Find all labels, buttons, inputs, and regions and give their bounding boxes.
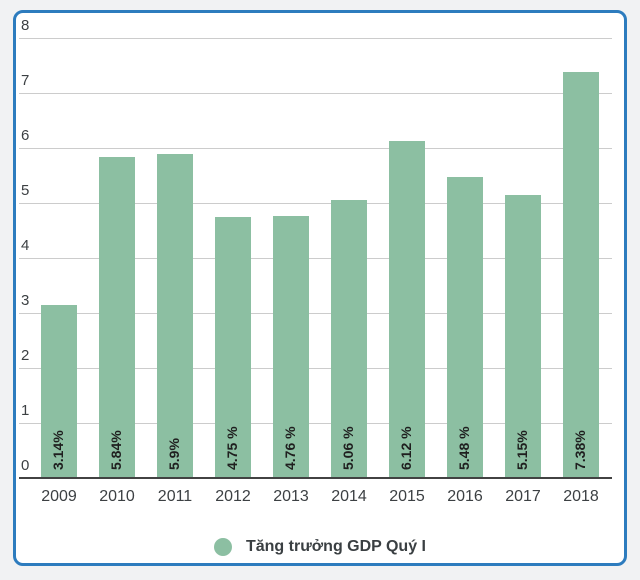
bar — [331, 199, 367, 478]
y-axis-tick-label: 2 — [21, 347, 30, 364]
legend-label: Tăng trưởng GDP Quý I — [245, 538, 426, 555]
y-axis-tick-label: 4 — [21, 237, 30, 254]
legend-marker-circle — [213, 538, 232, 556]
bar-value-label: 5.06 % — [340, 426, 356, 470]
bar-value-label: 4.76 % — [282, 426, 298, 470]
x-axis-tick-label: 2010 — [99, 488, 135, 505]
y-gridline — [19, 258, 612, 259]
x-axis-line — [19, 477, 612, 479]
y-gridline — [19, 93, 612, 94]
y-axis-tick-label: 0 — [21, 457, 30, 474]
y-gridline — [19, 313, 612, 314]
bar — [389, 141, 425, 478]
x-axis-tick-label: 2009 — [41, 488, 77, 505]
bar-value-label: 5.9% — [166, 438, 182, 470]
y-gridline — [19, 203, 612, 204]
y-gridline — [19, 368, 612, 369]
x-axis-tick-label: 2011 — [157, 488, 193, 505]
bar-value-label: 7.38% — [572, 430, 588, 470]
chart-card: 0 1 2 3 4 5 6 7 8 3.14% 2009 5.84% 2010 5.9% 2011 4.75 … — [13, 10, 627, 566]
x-axis-tick-label: 2018 — [563, 488, 599, 505]
bar — [273, 216, 309, 478]
bar — [505, 194, 541, 478]
y-axis-tick-label: 5 — [21, 182, 30, 199]
legend: Tăng trưởng GDP Quý I — [16, 534, 624, 560]
x-axis-tick-label: 2014 — [331, 488, 367, 505]
y-axis-tick-label: 6 — [21, 127, 30, 144]
x-axis-tick-label: 2017 — [505, 488, 541, 505]
bar-value-label: 5.48 % — [456, 426, 472, 470]
bar — [99, 156, 135, 478]
plot-area: 0 1 2 3 4 5 6 7 8 3.14% 2009 5.84% 2010 5.9% 2011 4.75 … — [16, 13, 624, 563]
bar-value-label: 4.75 % — [224, 426, 240, 470]
x-axis-tick-label: 2012 — [215, 488, 251, 505]
y-gridline — [19, 38, 612, 39]
x-axis-tick-label: 2015 — [389, 488, 425, 505]
bar-value-label: 3.14% — [50, 430, 66, 470]
y-axis-tick-label: 1 — [21, 402, 30, 419]
bar-value-label: 5.15% — [514, 430, 530, 470]
bar — [563, 72, 599, 478]
bar — [447, 176, 483, 478]
bar-value-label: 5.84% — [108, 430, 124, 470]
y-axis-tick-label: 3 — [21, 292, 30, 309]
bar — [157, 153, 193, 478]
bar — [215, 216, 251, 478]
x-axis-tick-label: 2016 — [447, 488, 483, 505]
y-axis-tick-label: 7 — [21, 72, 30, 89]
y-axis-tick-label: 8 — [21, 17, 30, 34]
bar-value-label: 6.12 % — [398, 426, 414, 470]
bar — [41, 305, 77, 478]
y-gridline — [19, 148, 612, 149]
x-axis-tick-label: 2013 — [273, 488, 309, 505]
y-gridline — [19, 423, 612, 424]
